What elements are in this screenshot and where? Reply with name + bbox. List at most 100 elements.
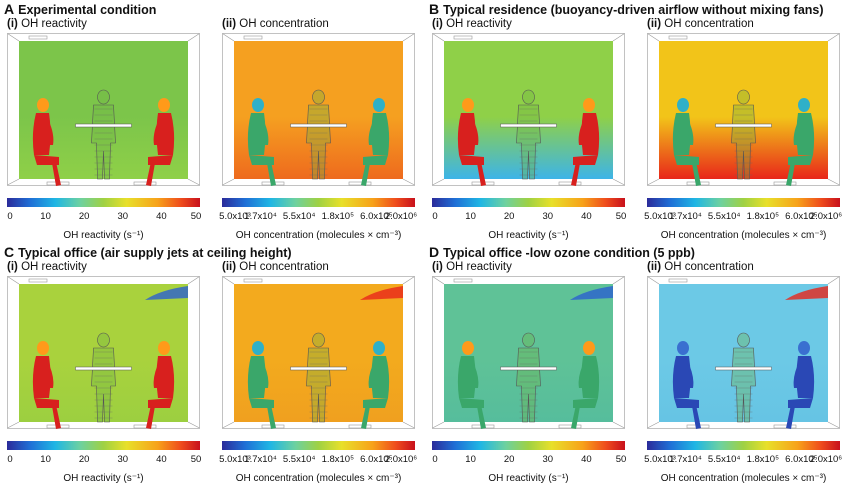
colorbar-tick-label: 50 — [190, 211, 202, 222]
standing-person — [731, 332, 756, 423]
colorbar-tick-label: 0 — [432, 211, 438, 222]
subpanel-title: OH reactivity — [446, 261, 512, 273]
colorbar-tick-label: 10 — [40, 211, 51, 222]
panel-letter: D — [429, 244, 440, 260]
subpanel-title: OH concentration — [664, 261, 754, 273]
subpanel-label-concentration: (ii) OH concentration — [222, 18, 329, 30]
colorbar-tick-label: 0 — [432, 454, 438, 465]
subpanel-number: (ii) — [647, 261, 662, 273]
colorbar-ticks-concentration: 5.0x10³ 1.7x10⁴ 5.5x10⁴ 1.8x10⁵ 6.0x10⁵ 2.0x1… — [219, 211, 418, 225]
subpanel-label-reactivity: (i) OH reactivity — [432, 261, 512, 273]
seated-person — [571, 98, 600, 186]
colorbar-tick-label: 50 — [615, 211, 627, 222]
colorbar-tick-label: 6.0x10⁵ — [785, 454, 818, 465]
subpanel-title: OH concentration — [239, 261, 329, 273]
subpanel-title: OH reactivity — [21, 18, 87, 30]
room-reactivity — [432, 276, 625, 436]
colorbar-reactivity — [432, 441, 625, 450]
colorbar-tick-label: 40 — [156, 454, 167, 465]
panel-title: C Typical office (air supply jets at ceil… — [4, 244, 292, 260]
colorbar-tick-label: 20 — [503, 211, 515, 222]
colorbar-tick-label: 30 — [117, 211, 129, 222]
colorbar-title-reactivity: OH reactivity (s⁻¹) — [488, 473, 569, 484]
standing-person — [306, 332, 331, 423]
room-concentration — [647, 33, 840, 193]
colorbar-tick-label: 10 — [465, 454, 476, 465]
subpanel-number: (i) — [432, 261, 443, 273]
colorbar-tick-label: 5.5x10⁴ — [282, 454, 316, 465]
subpanel-label-reactivity: (i) OH reactivity — [7, 18, 87, 30]
colorbar-tick-label: 6.0x10⁵ — [360, 454, 393, 465]
colorbar-tick-label: 5.5x10⁴ — [282, 211, 316, 222]
colorbar-tick-label: 5.0x10³ — [644, 454, 676, 465]
colorbar-tick-label: 2.0x10⁶ — [384, 454, 418, 465]
colorbar-tick-label: 20 — [78, 211, 90, 222]
seated-person — [672, 98, 701, 186]
colorbar-tick-label: 40 — [156, 211, 167, 222]
colorbar-ticks-reactivity: 0 10 20 30 40 50 — [7, 454, 202, 468]
subpanel-label-concentration: (ii) OH concentration — [222, 261, 329, 273]
colorbar-tick-label: 1.8x10⁵ — [321, 211, 355, 222]
colorbar-reactivity — [432, 198, 625, 207]
colorbar-tick-label: 20 — [78, 454, 90, 465]
room-concentration — [222, 276, 415, 436]
seated-person — [786, 341, 815, 429]
colorbar-ticks-concentration: 5.0x10³ 1.7x10⁴ 5.5x10⁴ 1.8x10⁵ 6.0x10⁵ 2.0x1… — [644, 211, 843, 225]
colorbar-title-reactivity: OH reactivity (s⁻¹) — [488, 230, 569, 241]
panel-title: A Experimental condition — [4, 1, 156, 17]
subpanel-number: (i) — [432, 18, 443, 30]
colorbar-ticks-reactivity: 0 10 20 30 40 50 — [432, 211, 627, 225]
colorbar-reactivity — [7, 198, 200, 207]
colorbar-title-concentration: OH concentration (molecules × cm⁻³) — [235, 230, 402, 241]
colorbar-concentration — [647, 198, 840, 207]
standing-person — [731, 89, 756, 180]
colorbar-tick-label: 1.7x10⁴ — [669, 211, 702, 222]
seated-person — [32, 341, 61, 429]
room-reactivity — [7, 276, 200, 436]
seated-person — [457, 98, 486, 186]
panel-title-text: Experimental condition — [18, 3, 157, 17]
colorbar-tick-label: 1.8x10⁵ — [321, 454, 355, 465]
colorbar-tick-label: 30 — [542, 454, 554, 465]
seated-person — [146, 341, 175, 429]
colorbar-concentration — [647, 441, 840, 450]
colorbar-tick-label: 2.0x10⁶ — [809, 211, 843, 222]
colorbar-tick-label: 10 — [465, 211, 476, 222]
seated-person — [571, 341, 600, 429]
subpanel-label-reactivity: (i) OH reactivity — [7, 261, 87, 273]
colorbar-concentration — [222, 441, 415, 450]
colorbar-tick-label: 20 — [503, 454, 515, 465]
seated-person — [361, 341, 390, 429]
colorbar-tick-label: 5.0x10³ — [644, 211, 676, 222]
panel-letter: A — [4, 1, 15, 17]
colorbar-ticks-reactivity: 0 10 20 30 40 50 — [7, 211, 202, 225]
subpanel-number: (ii) — [222, 18, 237, 30]
colorbar-reactivity — [7, 441, 200, 450]
room-reactivity — [432, 33, 625, 193]
room-reactivity — [7, 33, 200, 193]
colorbar-title-reactivity: OH reactivity (s⁻¹) — [63, 230, 144, 241]
subpanel-title: OH concentration — [239, 18, 329, 30]
colorbar-tick-label: 6.0x10⁵ — [785, 211, 818, 222]
colorbar-tick-label: 30 — [542, 211, 554, 222]
colorbar-tick-label: 1.7x10⁴ — [244, 454, 277, 465]
colorbar-tick-label: 40 — [581, 454, 592, 465]
seated-person — [247, 341, 276, 429]
panel-title-text: Typical office (air supply jets at ceili… — [18, 246, 292, 260]
colorbar-tick-label: 30 — [117, 454, 129, 465]
colorbar-tick-label: 2.0x10⁶ — [809, 454, 843, 465]
room-concentration — [222, 33, 415, 193]
panel-title: B Typical residence (buoyancy-driven airf… — [429, 1, 824, 17]
subpanel-number: (i) — [7, 261, 18, 273]
colorbar-tick-label: 0 — [7, 211, 13, 222]
seated-person — [457, 341, 486, 429]
colorbar-tick-label: 1.7x10⁴ — [669, 454, 702, 465]
colorbar-tick-label: 2.0x10⁶ — [384, 211, 418, 222]
seated-person — [672, 341, 701, 429]
colorbar-title-concentration: OH concentration (molecules × cm⁻³) — [660, 473, 827, 484]
subpanel-title: OH reactivity — [446, 18, 512, 30]
colorbar-concentration — [222, 198, 415, 207]
room-concentration — [647, 276, 840, 436]
colorbar-tick-label: 50 — [190, 454, 202, 465]
